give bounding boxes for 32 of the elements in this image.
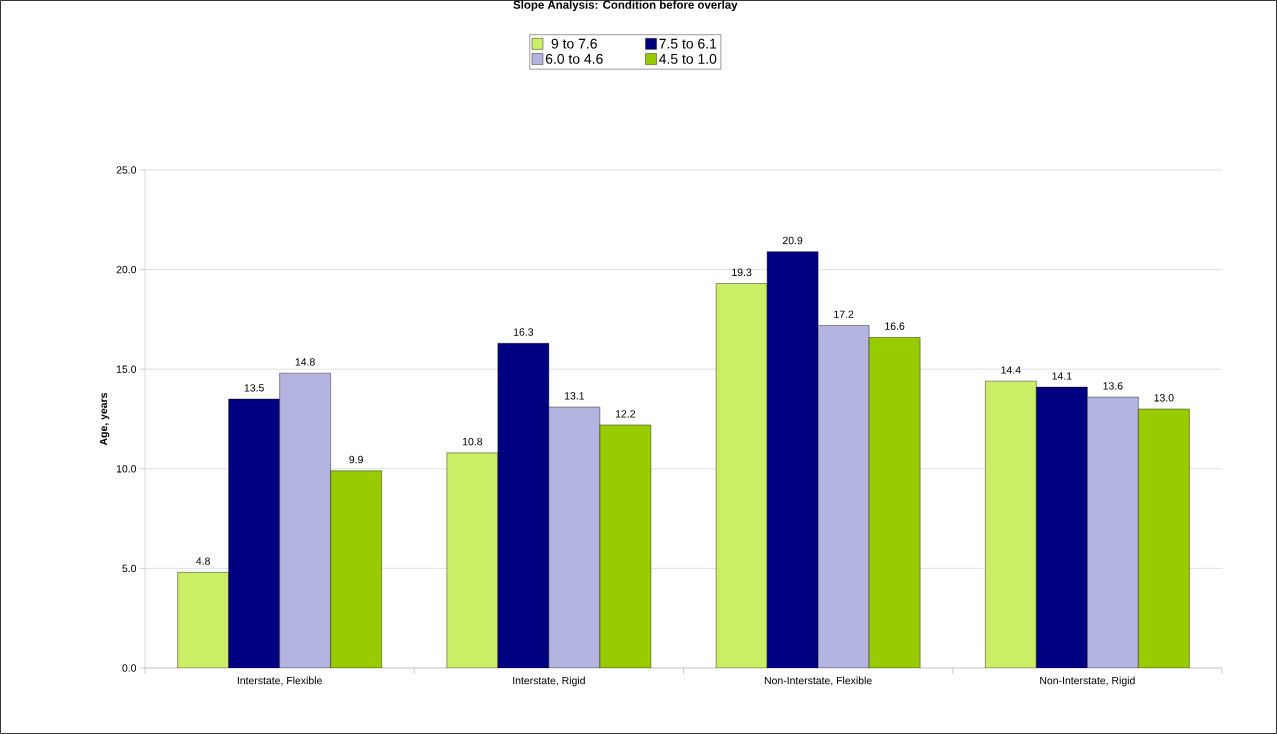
- legend-label: 4.5 to 1.0: [659, 53, 717, 64]
- y-tick-label: 20.0: [116, 265, 137, 274]
- data-label: 20.9: [782, 236, 803, 245]
- data-label: 14.8: [295, 358, 315, 366]
- x-tick-label: Interstate, Rigid: [513, 676, 585, 687]
- y-tick-label: 25.0: [116, 166, 137, 174]
- data-label: 13.1: [564, 392, 585, 400]
- legend-label: 9 to 7.6: [551, 38, 597, 49]
- data-label: 13.5: [244, 384, 264, 392]
- x-tick-label: Interstate, Flexible: [237, 676, 322, 686]
- y-tick-label: 15.0: [116, 365, 137, 373]
- y-tick-label: 0.0: [122, 664, 137, 672]
- x-tick-label: Non-Interstate, Flexible: [764, 676, 872, 686]
- data-label: 13.0: [1154, 394, 1174, 402]
- data-label: 16.3: [513, 328, 534, 336]
- y-tick-label: 10.0: [116, 465, 137, 473]
- x-tick-label: Non-Interstate, Rigid: [1040, 676, 1135, 687]
- data-label: 10.8: [462, 437, 483, 446]
- data-label: 12.2: [615, 410, 636, 418]
- data-label: 14.4: [1001, 366, 1021, 374]
- data-label: 4.8: [196, 557, 210, 565]
- data-label: 13.6: [1103, 382, 1123, 390]
- y-axis-title: Age, years: [99, 392, 110, 446]
- data-label: 16.6: [885, 322, 905, 330]
- legend-label: 7.5 to 6.1: [659, 38, 717, 49]
- data-label: 19.3: [732, 268, 752, 277]
- legend-label: 6.0 to 4.6: [545, 53, 603, 64]
- data-label: 17.2: [834, 310, 854, 318]
- y-tick-label: 5.0: [122, 564, 137, 573]
- data-label: 9.9: [349, 455, 363, 464]
- data-label: 14.1: [1052, 372, 1072, 380]
- chart-title: Slope Analysis: Condition before overlay: [513, 0, 738, 12]
